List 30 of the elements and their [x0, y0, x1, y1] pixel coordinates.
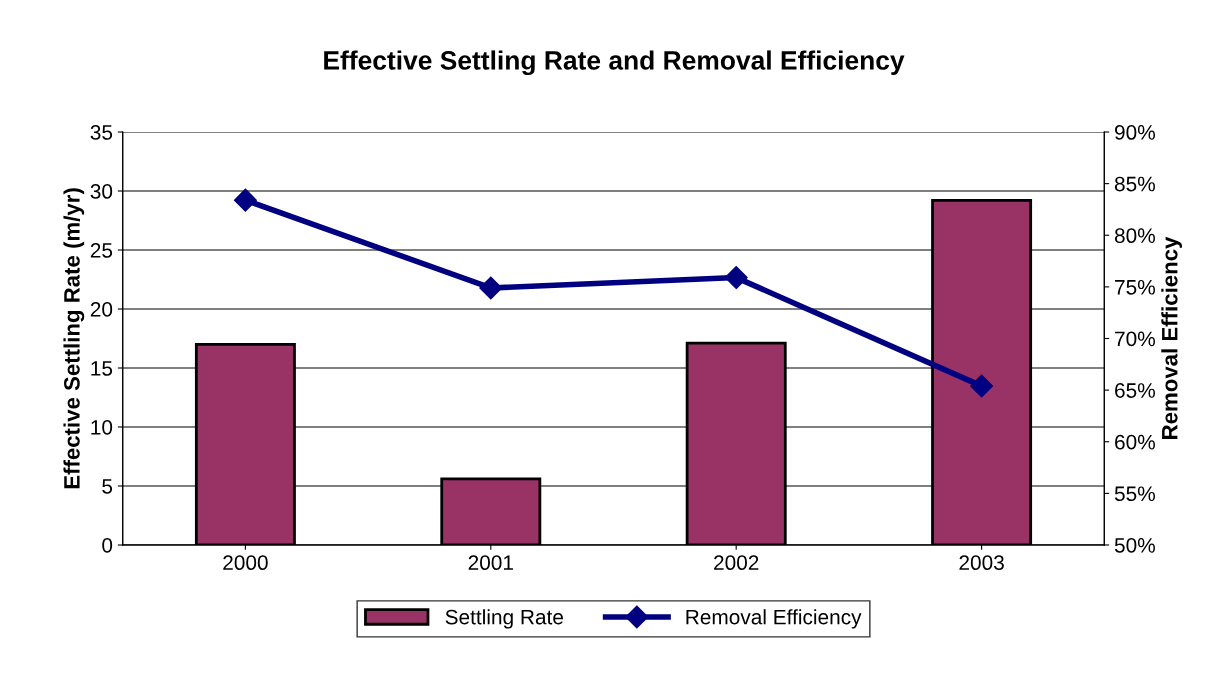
y2-tick-label: 90% [1115, 125, 1155, 140]
y-tick-label: 30 [90, 184, 113, 199]
chart-title: Effective Settling Rate and Removal Efficiency [324, 50, 905, 76]
point [970, 374, 994, 398]
y2-tick-label: 55% [1114, 486, 1155, 502]
legend-label: Settling Rate [445, 609, 563, 629]
x-tick-label: 2002 [714, 555, 759, 571]
y2-tick-label: 75% [1115, 279, 1155, 295]
point [724, 266, 748, 290]
x-tick-label: 2003 [959, 555, 1004, 571]
point [233, 188, 257, 212]
y-axis-title: Effective Settling Rate (m/yr) [63, 188, 85, 489]
x-tick-label: 2000 [223, 555, 268, 571]
y-tick-label: 35 [90, 125, 113, 140]
y2-tick-label: 60% [1115, 434, 1155, 450]
y-tick-label: 5 [102, 479, 113, 494]
y2-tick-label: 65% [1115, 383, 1155, 398]
point [479, 276, 503, 300]
y-tick-label: 20 [90, 302, 113, 317]
y-tick-label: 25 [90, 243, 113, 258]
y2-axis-title: Removal Efficiency [1161, 236, 1182, 439]
y-tick-label: 0 [102, 537, 113, 553]
y-tick-label: 15 [91, 361, 113, 376]
y2-tick-label: 70% [1115, 331, 1155, 347]
y2-tick-label: 50% [1114, 537, 1155, 553]
y-tick-label: 10 [91, 419, 113, 435]
x-tick-label: 2001 [468, 555, 513, 571]
y2-tick-label: 85% [1114, 176, 1155, 192]
legend-label: Removal Efficiency [686, 609, 862, 629]
y2-tick-label: 80% [1114, 228, 1155, 244]
